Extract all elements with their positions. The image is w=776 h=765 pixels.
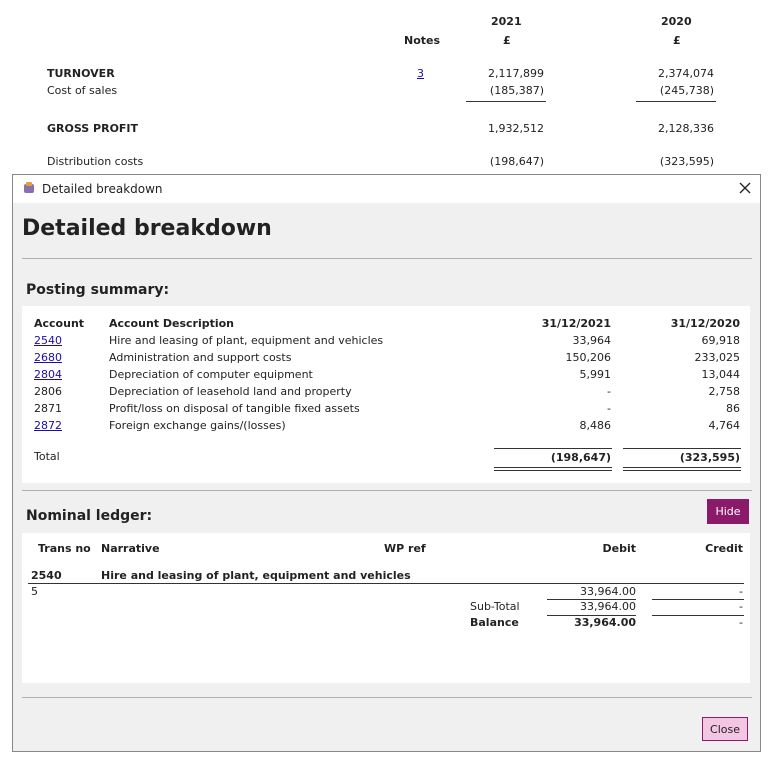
app-icon bbox=[24, 182, 34, 193]
column-header: 31/12/2021 bbox=[541, 317, 611, 330]
account: 2806 bbox=[34, 385, 62, 398]
column-header: Debit bbox=[602, 542, 637, 555]
rule bbox=[494, 448, 612, 449]
notes-header: Notes bbox=[404, 34, 441, 47]
amount: 150,206 bbox=[565, 351, 612, 364]
column-header: Credit bbox=[705, 542, 743, 555]
row-label: TURNOVER bbox=[47, 67, 115, 80]
title-bar bbox=[13, 175, 760, 203]
rule bbox=[547, 615, 636, 616]
credit: - bbox=[739, 585, 743, 598]
window-title: Detailed breakdown bbox=[42, 182, 163, 196]
value: (198,647) bbox=[489, 155, 544, 168]
total-label: Total bbox=[34, 450, 60, 463]
rule bbox=[623, 448, 741, 449]
group-name: Hire and leasing of plant, equipment and… bbox=[101, 569, 411, 582]
column-header: WP ref bbox=[384, 542, 426, 555]
total: (198,647) bbox=[550, 451, 611, 464]
description: Hire and leasing of plant, equipment and… bbox=[109, 334, 384, 347]
value: 2,128,336 bbox=[658, 122, 714, 135]
rule bbox=[652, 599, 744, 600]
account-link[interactable]: 2804 bbox=[34, 368, 62, 381]
account-link[interactable]: 2680 bbox=[34, 351, 62, 364]
column-header: Account Description bbox=[109, 317, 235, 330]
amount: 8,486 bbox=[579, 419, 612, 432]
group-account: 2540 bbox=[31, 569, 62, 582]
amount: - bbox=[607, 402, 611, 415]
balance-label: Balance bbox=[470, 616, 519, 629]
separator bbox=[22, 697, 752, 698]
description: Depreciation of leasehold land and prope… bbox=[109, 385, 352, 398]
subtotal-label: Sub-Total bbox=[470, 600, 520, 613]
section-title: Posting summary: bbox=[26, 282, 170, 298]
value: 2,374,074 bbox=[658, 67, 714, 80]
debit: 33,964.00 bbox=[580, 600, 636, 613]
column-header: Account bbox=[34, 317, 85, 330]
value: 1,932,512 bbox=[488, 122, 544, 135]
column-header: Trans no bbox=[38, 542, 91, 555]
debit: 33,964.00 bbox=[574, 616, 636, 629]
row-label: Cost of sales bbox=[47, 84, 118, 97]
rule bbox=[28, 583, 744, 584]
posting-panel bbox=[22, 306, 750, 483]
description: Profit/loss on disposal of tangible fixe… bbox=[109, 402, 360, 415]
value: (323,595) bbox=[659, 155, 714, 168]
amount: 33,964 bbox=[572, 334, 612, 347]
debit: 33,964.00 bbox=[580, 585, 636, 598]
amount: - bbox=[607, 385, 611, 398]
amount: 86 bbox=[726, 402, 740, 415]
currency: £ bbox=[673, 34, 681, 47]
separator bbox=[22, 490, 752, 491]
value: 2,117,899 bbox=[488, 67, 544, 80]
value: (185,387) bbox=[489, 84, 544, 97]
amount: 4,764 bbox=[708, 419, 741, 432]
section-title: Nominal ledger: bbox=[26, 508, 153, 524]
dialog-heading: Detailed breakdown bbox=[22, 216, 272, 241]
amount: 233,025 bbox=[694, 351, 741, 364]
amount: 2,758 bbox=[708, 385, 741, 398]
year: 2021 bbox=[491, 15, 522, 28]
total: (323,595) bbox=[679, 451, 740, 464]
ledger-panel bbox=[22, 533, 750, 683]
account: 2871 bbox=[34, 402, 62, 415]
separator bbox=[22, 258, 752, 259]
rule bbox=[636, 101, 716, 102]
credit: - bbox=[739, 600, 743, 613]
double-rule bbox=[623, 467, 741, 471]
column-header: 31/12/2020 bbox=[670, 317, 740, 330]
close-x[interactable] bbox=[739, 182, 751, 194]
amount: 13,044 bbox=[701, 368, 741, 381]
note-link[interactable]: 3 bbox=[417, 67, 424, 80]
double-rule bbox=[494, 467, 612, 471]
amount: 69,918 bbox=[701, 334, 741, 347]
rule bbox=[652, 615, 744, 616]
value: (245,738) bbox=[659, 84, 714, 97]
hide-button[interactable]: Hide bbox=[707, 499, 749, 524]
account-link[interactable]: 2540 bbox=[34, 334, 62, 347]
currency: £ bbox=[503, 34, 511, 47]
credit: - bbox=[739, 616, 743, 629]
description: Depreciation of computer equipment bbox=[109, 368, 313, 381]
amount: 5,991 bbox=[579, 368, 612, 381]
close-button[interactable]: Close bbox=[702, 717, 748, 741]
description: Administration and support costs bbox=[109, 351, 292, 364]
column-header: Narrative bbox=[101, 542, 160, 555]
trans-no: 5 bbox=[31, 585, 38, 598]
year: 2020 bbox=[661, 15, 692, 28]
rule bbox=[466, 101, 546, 102]
row-label: Distribution costs bbox=[47, 155, 144, 168]
account-link[interactable]: 2872 bbox=[34, 419, 62, 432]
row-label: GROSS PROFIT bbox=[47, 122, 139, 135]
rule bbox=[547, 599, 636, 600]
description: Foreign exchange gains/(losses) bbox=[109, 419, 286, 432]
